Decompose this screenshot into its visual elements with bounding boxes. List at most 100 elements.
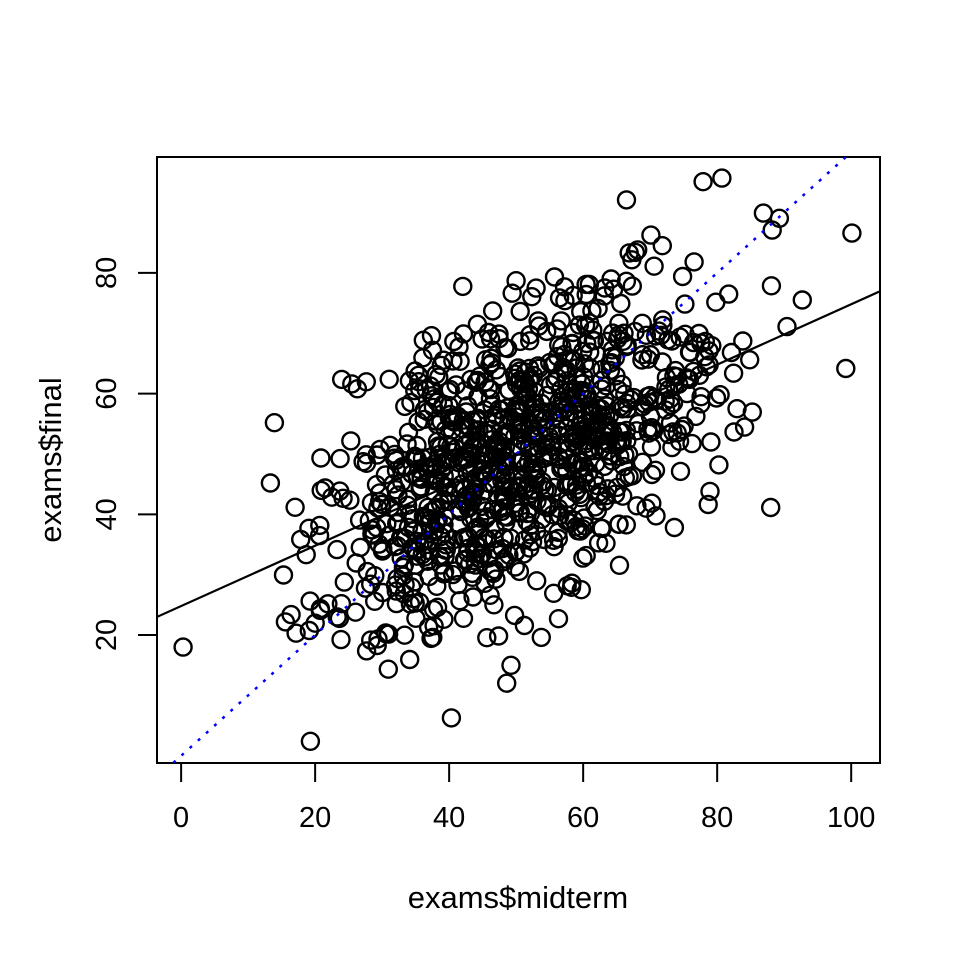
- data-point: [686, 406, 706, 427]
- data-point: [411, 477, 431, 497]
- data-point: [453, 276, 473, 297]
- data-point: [450, 351, 470, 371]
- data-point: [173, 637, 193, 657]
- data-point: [612, 431, 632, 451]
- data-point: [396, 457, 416, 477]
- data-point: [365, 591, 385, 611]
- data-point: [349, 510, 370, 530]
- data-point: [453, 324, 474, 344]
- data-point: [672, 266, 693, 287]
- data-point: [762, 220, 782, 240]
- data-point: [434, 609, 454, 629]
- data-point: [483, 301, 503, 321]
- data-point: [616, 190, 637, 210]
- data-point: [462, 484, 483, 504]
- data-point: [527, 571, 547, 591]
- data-point: [561, 577, 582, 597]
- data-point: [426, 513, 446, 534]
- data-point: [332, 369, 352, 390]
- data-point: [424, 616, 444, 636]
- data-point: [523, 365, 544, 386]
- data-point: [520, 331, 540, 351]
- data-point: [504, 605, 525, 626]
- data-point: [678, 369, 699, 389]
- data-point: [574, 456, 594, 477]
- data-point: [400, 504, 420, 524]
- data-point: [706, 388, 727, 408]
- data-point: [574, 367, 594, 387]
- data-point: [350, 537, 370, 558]
- data-point: [495, 488, 515, 508]
- data-point: [612, 399, 633, 419]
- data-point: [485, 559, 505, 580]
- data-point: [373, 539, 393, 559]
- data-point: [662, 437, 682, 458]
- data-point: [484, 529, 504, 549]
- data-point: [761, 497, 781, 518]
- data-point: [501, 655, 521, 675]
- data-point: [423, 627, 443, 648]
- data-point: [522, 480, 542, 500]
- y-tick-label: 20: [91, 619, 123, 651]
- data-point: [563, 322, 583, 343]
- data-point: [594, 491, 615, 512]
- data-point: [588, 533, 609, 553]
- data-point: [400, 649, 420, 670]
- data-point: [576, 545, 596, 566]
- data-point: [311, 480, 331, 501]
- data-point: [475, 573, 495, 593]
- data-point: [342, 374, 362, 394]
- data-point: [510, 301, 530, 322]
- data-point: [721, 342, 742, 363]
- data-point: [300, 731, 321, 751]
- data-point: [330, 481, 350, 501]
- data-point: [792, 290, 812, 310]
- data-point: [723, 363, 744, 383]
- data-point: [617, 393, 637, 413]
- data-point: [652, 235, 672, 256]
- data-point: [609, 555, 630, 575]
- data-point: [549, 335, 569, 355]
- data-point: [502, 283, 522, 303]
- data-point: [609, 313, 629, 333]
- data-point: [709, 455, 729, 475]
- data-point: [518, 395, 538, 415]
- data-point: [480, 389, 501, 409]
- data-point: [410, 379, 430, 399]
- data-point: [622, 276, 642, 296]
- x-tick-label: 80: [701, 802, 733, 834]
- data-point: [528, 311, 548, 331]
- data-point: [453, 608, 474, 628]
- data-point: [554, 358, 574, 378]
- data-point: [700, 481, 720, 502]
- data-point: [632, 452, 653, 472]
- data-point: [628, 240, 648, 260]
- data-point: [431, 437, 451, 457]
- data-point: [598, 479, 618, 499]
- data-point: [423, 464, 444, 485]
- data-point: [480, 329, 501, 349]
- data-point: [592, 379, 612, 399]
- data-point: [281, 604, 301, 625]
- data-point: [526, 278, 546, 298]
- data-point: [566, 404, 586, 425]
- data-point: [573, 548, 593, 568]
- data-point: [691, 387, 711, 407]
- data-point: [429, 367, 449, 387]
- data-point: [273, 565, 294, 585]
- data-point: [291, 529, 311, 550]
- data-point: [842, 223, 862, 243]
- data-point: [418, 402, 438, 422]
- data-point: [544, 583, 564, 603]
- data-point: [286, 623, 306, 643]
- data-point: [450, 591, 470, 611]
- data-point: [574, 508, 594, 528]
- data-point: [330, 448, 350, 469]
- data-point: [761, 276, 782, 296]
- data-point: [556, 360, 576, 380]
- data-point: [549, 288, 570, 308]
- data-point: [475, 350, 496, 370]
- data-point: [418, 551, 438, 571]
- plot-border: [156, 156, 881, 764]
- data-point: [365, 566, 385, 586]
